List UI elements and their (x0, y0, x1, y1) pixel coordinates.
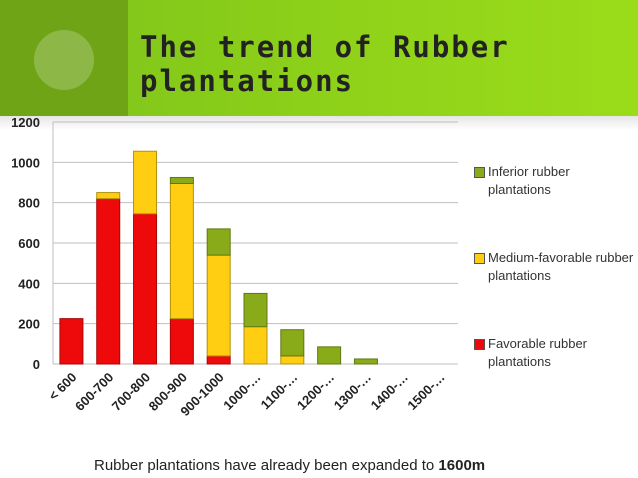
x-tick-label: 1500-… (404, 370, 447, 413)
bar-segment (353, 358, 378, 365)
legend-label: Inferior rubber plantations (488, 164, 570, 197)
x-tick-label: < 600 (46, 370, 80, 404)
caption-emphasis: 1600m (438, 457, 486, 474)
bar-segment (59, 318, 84, 365)
y-tick-label: 1000 (11, 155, 40, 170)
y-tick-label: 400 (18, 276, 40, 291)
y-tick-label: 600 (18, 236, 40, 251)
header-circle-decoration (34, 30, 94, 90)
x-tick-label: 1000-… (220, 370, 263, 413)
x-tick-label: 1300-… (331, 370, 374, 413)
bar-segment (280, 329, 305, 357)
legend-label: Medium-favorable rubber plantations (488, 250, 634, 283)
legend-swatch (474, 167, 485, 178)
x-tick-label: 600-700 (72, 370, 116, 414)
y-tick-label: 800 (18, 196, 40, 211)
bar-segment (243, 292, 268, 328)
x-tick-label: 700-800 (109, 370, 153, 414)
x-tick-label: 1400-… (368, 370, 411, 413)
bar-segment (243, 326, 268, 365)
slide-caption: Rubber plantations have already been exp… (94, 457, 485, 474)
x-tick-label: 1200-… (294, 370, 337, 413)
header-side-panel (0, 0, 128, 116)
header-shadow (0, 116, 638, 130)
x-tick-label: 1100-… (258, 370, 301, 413)
bar-segment (169, 176, 194, 185)
stacked-bar-chart: 0 200 400 600 800 1000 1200 < 600600-700700-80… (11, 115, 458, 419)
bar-segment (133, 213, 158, 365)
y-tick-label: 1200 (11, 115, 40, 130)
bar-segment (206, 355, 231, 365)
legend-label: Favorable rubber plantations (488, 336, 587, 369)
y-tick-label: 0 (33, 357, 40, 372)
legend-swatch (474, 339, 485, 350)
slide-title: The trend of Rubber plantations (140, 30, 510, 98)
bar-segment (169, 183, 194, 320)
bar-segment (206, 228, 231, 256)
bar-segment (96, 192, 121, 200)
legend-swatch (474, 253, 485, 264)
bar-segment (206, 254, 231, 357)
bar-segment (96, 198, 121, 365)
bar-segment (169, 318, 194, 365)
caption-text: Rubber plantations have already been exp… (94, 457, 439, 474)
bar-segment (280, 355, 305, 365)
bar-segment (317, 346, 342, 365)
y-tick-label: 200 (18, 317, 40, 332)
bar-segment (133, 150, 158, 215)
